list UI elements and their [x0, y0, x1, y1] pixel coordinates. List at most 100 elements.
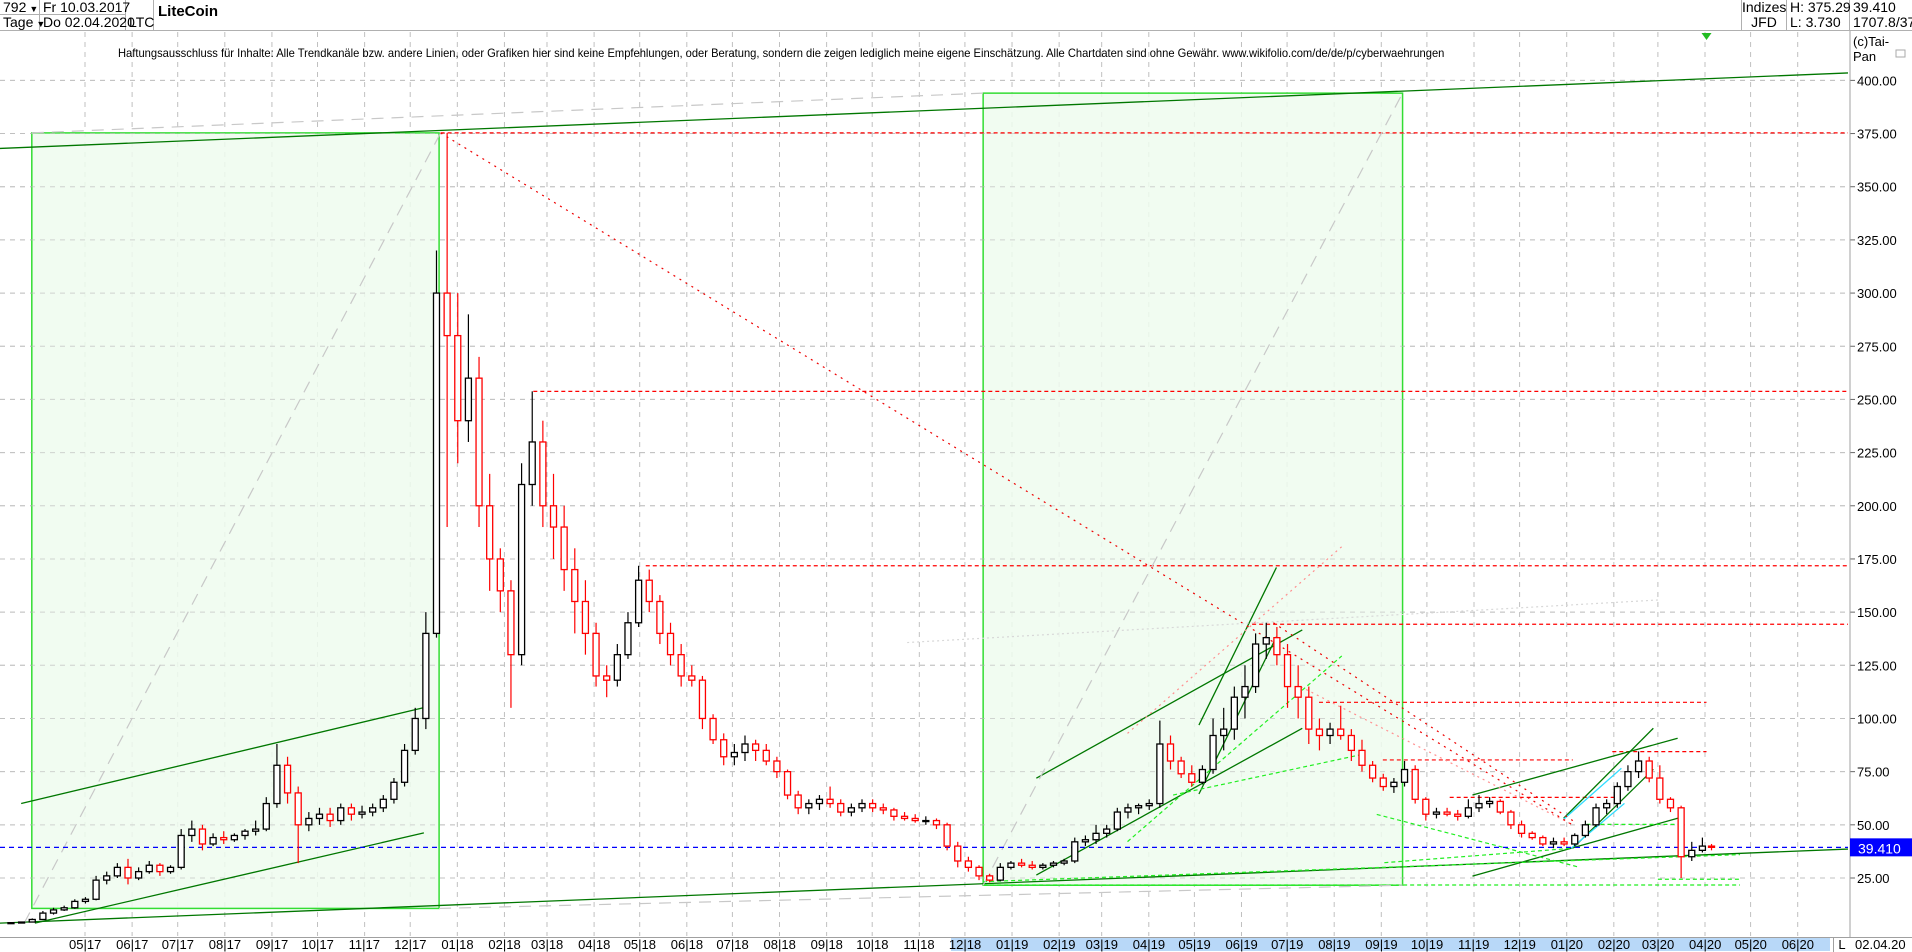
candle-body	[1432, 811, 1441, 815]
candle	[943, 822, 951, 851]
to-date[interactable]: Do 02.04.2020	[40, 15, 135, 31]
copyright-label: (c)Tai-Pan	[1853, 34, 1890, 64]
candle	[7, 922, 15, 925]
candle	[81, 897, 90, 904]
candle-body	[826, 798, 834, 805]
x-tick-label: 05|19	[1178, 937, 1211, 952]
candle	[1475, 795, 1483, 813]
candle-body	[60, 907, 68, 911]
candle-body	[1326, 728, 1334, 737]
candle-body	[305, 817, 313, 826]
interval-select[interactable]: Tage ▼	[0, 14, 45, 31]
candle	[996, 863, 1004, 882]
candle	[379, 795, 387, 813]
candle-body	[1698, 845, 1707, 851]
candle	[517, 463, 526, 666]
candle	[922, 816, 930, 825]
y-tick-label: 150.00	[1857, 605, 1897, 620]
candle-body	[634, 579, 643, 624]
gray-dash-line	[982, 92, 1404, 886]
candle	[103, 871, 111, 885]
candle-body	[1677, 807, 1685, 858]
x-tick-label: 11|19	[1458, 937, 1490, 952]
x-tick-label: 12|17	[394, 937, 427, 952]
interval-label: Tage	[3, 14, 34, 30]
candle-body	[1230, 696, 1238, 730]
candle-body	[7, 922, 15, 925]
candle-body	[932, 819, 941, 826]
log-scale-toggle[interactable]: L	[1833, 937, 1850, 952]
candle-body	[81, 898, 90, 903]
candle	[145, 860, 153, 874]
candle-body	[858, 802, 866, 809]
trend-line	[1198, 567, 1278, 726]
candle-body	[1039, 864, 1047, 869]
y-tick-label: 250.00	[1857, 392, 1897, 407]
trend-line	[1472, 737, 1678, 796]
candle	[1283, 644, 1292, 708]
candle	[1528, 831, 1536, 840]
candle	[475, 356, 483, 528]
candle-body	[922, 819, 930, 823]
x-tick-label: 08|19	[1318, 937, 1351, 952]
candle	[1103, 824, 1111, 838]
candle-body	[1560, 841, 1568, 845]
x-tick-label: 11|17	[348, 937, 380, 952]
candle	[1049, 860, 1058, 868]
candle-body	[613, 654, 621, 681]
candle-body	[1517, 824, 1526, 834]
candle	[369, 803, 377, 817]
y-tick-label: 125.00	[1857, 658, 1897, 673]
candle-body	[837, 802, 845, 813]
candle-body	[39, 912, 47, 921]
candle-body	[507, 590, 515, 656]
candle-body	[581, 600, 590, 635]
candle-body	[369, 807, 377, 813]
candle	[773, 756, 781, 779]
y-tick-label: 350.00	[1857, 180, 1897, 195]
candle	[1273, 627, 1281, 666]
candle	[592, 622, 600, 687]
candle-body	[1113, 811, 1121, 830]
candle	[954, 841, 962, 868]
from-date[interactable]: Fr 10.03.2017	[40, 0, 130, 15]
candle-body	[443, 292, 451, 337]
x-tick-label: 06|19	[1225, 937, 1258, 952]
candle	[177, 829, 185, 870]
extra-value: 1707.8/37.	[1853, 14, 1912, 30]
candle	[1156, 720, 1164, 808]
candle	[1443, 807, 1451, 817]
candle	[124, 858, 132, 885]
bars-count: 792	[3, 0, 27, 15]
y-tick-label: 200.00	[1857, 499, 1897, 514]
x-tick-label: 07|18	[716, 937, 749, 952]
candle	[1347, 729, 1356, 762]
x-tick-label: 02|20	[1597, 937, 1631, 952]
candle-body	[1454, 813, 1462, 817]
green-dash-line	[1127, 655, 1343, 843]
x-tick-label: 03|18	[530, 937, 564, 952]
candle	[337, 803, 345, 825]
candle-body	[145, 864, 153, 873]
trend-line	[34, 832, 425, 924]
candle-body	[762, 749, 770, 762]
candle	[1485, 797, 1494, 808]
candle	[1230, 686, 1238, 740]
candle	[315, 807, 324, 825]
exchange-group: Indizes	[1742, 0, 1787, 15]
candle	[1177, 756, 1185, 779]
candle-body	[220, 836, 228, 841]
x-tick-label: 03|19	[1085, 937, 1118, 952]
candle	[815, 795, 824, 810]
bars-count-select[interactable]: 792 ▼	[0, 0, 40, 15]
candle	[422, 612, 430, 730]
candle	[283, 756, 292, 804]
candle	[613, 644, 621, 687]
high-value: H: 375.29	[1790, 0, 1851, 15]
candle-body	[1198, 768, 1207, 783]
candle	[1188, 765, 1196, 787]
candle	[1060, 858, 1068, 866]
candle-body	[17, 921, 26, 924]
candle	[17, 921, 26, 924]
